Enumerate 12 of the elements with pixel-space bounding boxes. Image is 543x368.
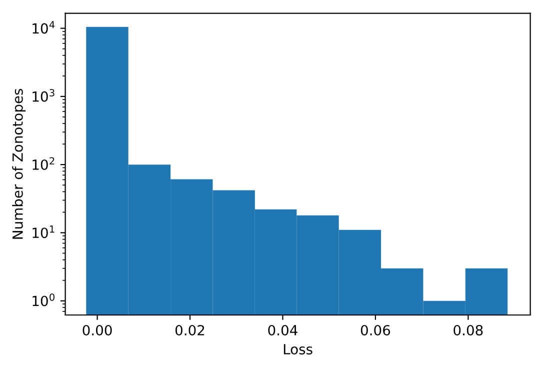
x-tick-label: 0.00 [82, 324, 112, 336]
x-tick-label: 0.04 [268, 324, 298, 336]
x-tick-label: 0.08 [454, 324, 483, 336]
x-tick-label: 0.02 [175, 324, 204, 336]
y-axis-title: Number of Zonotopes [12, 88, 26, 239]
x-axis-title: Loss [284, 344, 312, 354]
x-tick-label: 0.06 [360, 324, 390, 336]
y-tick-label: 10$^{3}$ [32, 89, 54, 102]
y-tick-label: 10$^{0}$ [32, 293, 54, 306]
y-tick-label: 10$^{1}$ [32, 225, 54, 238]
y-tick-label: 10$^{4}$ [32, 21, 55, 34]
y-tick-label: 10$^{2}$ [32, 157, 54, 170]
